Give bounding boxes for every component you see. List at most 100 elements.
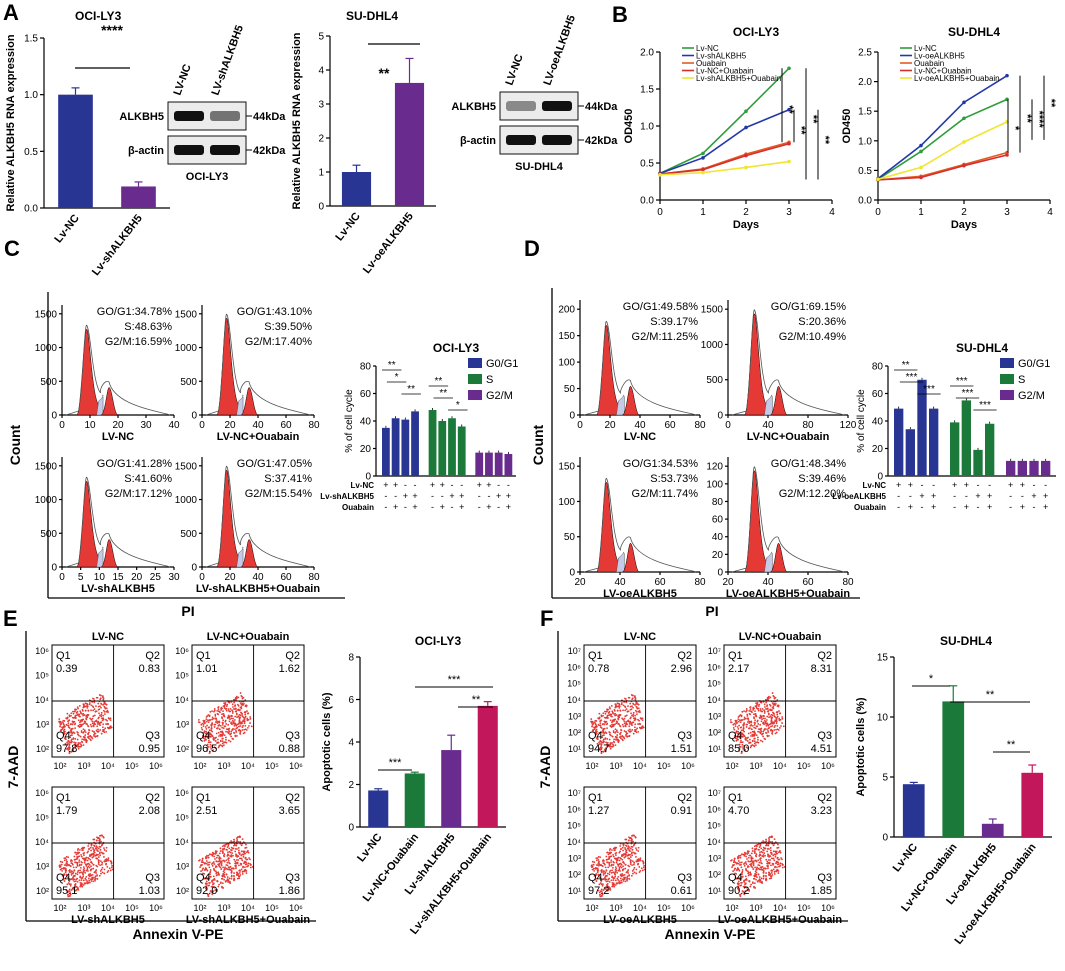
flow-dot bbox=[87, 731, 90, 734]
flow-dot bbox=[205, 880, 208, 883]
flow-dot bbox=[62, 731, 65, 734]
flow-dot bbox=[77, 733, 79, 736]
flow-dot bbox=[771, 840, 774, 843]
quadrant-value: 1.27 bbox=[588, 805, 609, 817]
flow-y-tick: 10⁴ bbox=[707, 837, 721, 847]
y-tick-label: 0 bbox=[877, 472, 883, 483]
flow-dot bbox=[76, 851, 78, 854]
flow-dot bbox=[755, 702, 758, 705]
x-tick-label: 3 bbox=[1004, 207, 1010, 218]
quadrant-value: 1.51 bbox=[671, 743, 692, 755]
flow-dot bbox=[103, 872, 106, 875]
flow-dot bbox=[89, 874, 92, 877]
flow-dot bbox=[609, 887, 611, 890]
flow-dot bbox=[600, 751, 603, 753]
flow-dot bbox=[214, 740, 217, 742]
flow-dot bbox=[79, 869, 82, 872]
flow-dot bbox=[209, 853, 211, 856]
flow-dot bbox=[610, 859, 613, 862]
flow-dot bbox=[620, 857, 622, 860]
flow-x-tick: 10⁵ bbox=[657, 761, 671, 771]
flow-dot bbox=[746, 721, 749, 723]
flow-dot bbox=[746, 889, 749, 892]
legend-label: Lv-oeALKBH5 bbox=[914, 52, 965, 61]
flow-title: LV-shALKBH5+Ouabain bbox=[186, 914, 310, 926]
flow-dot bbox=[624, 863, 627, 866]
y-tick-label: 60 bbox=[872, 389, 884, 400]
condition-sign: - bbox=[478, 491, 481, 501]
flow-dot bbox=[600, 871, 603, 874]
flow-dot bbox=[211, 716, 214, 719]
flow-dot bbox=[225, 705, 228, 707]
flow-dot bbox=[238, 725, 240, 728]
flow-dot bbox=[231, 867, 234, 870]
flow-dot bbox=[199, 859, 201, 861]
quadrant-value: 1.01 bbox=[196, 663, 217, 675]
condition-sign: - bbox=[497, 480, 500, 490]
flow-dot bbox=[748, 880, 750, 882]
flow-dot bbox=[80, 744, 83, 747]
flow-dot bbox=[746, 715, 749, 717]
flow-dot bbox=[603, 870, 605, 873]
flow-dot bbox=[67, 724, 70, 727]
flow-dot bbox=[758, 848, 760, 851]
x-tick-label: 0 bbox=[875, 207, 881, 218]
flow-dot bbox=[223, 855, 226, 858]
flow-dot bbox=[246, 865, 249, 868]
data-point bbox=[701, 170, 705, 175]
flow-dot bbox=[736, 726, 739, 728]
flow-dot bbox=[242, 704, 244, 706]
flow-dot bbox=[599, 720, 601, 723]
hist-x-tick-label: 10 bbox=[84, 420, 96, 431]
flow-dot bbox=[207, 721, 210, 723]
flow-dot bbox=[59, 860, 62, 863]
flow-dot bbox=[747, 727, 750, 730]
flow-dot bbox=[628, 696, 631, 699]
flow-dot bbox=[241, 853, 244, 856]
flow-dot bbox=[608, 861, 611, 864]
significance-label: ** bbox=[1021, 114, 1033, 123]
y-tick-label: 80 bbox=[360, 362, 372, 373]
hist-x-tick-label: 20 bbox=[112, 420, 124, 431]
flow-x-tick: 10⁵ bbox=[797, 761, 811, 771]
flow-dot bbox=[66, 743, 69, 746]
significance-label: *** bbox=[956, 376, 968, 387]
quadrant-name: Q4 bbox=[728, 730, 743, 742]
flow-dot bbox=[95, 845, 98, 848]
flow-dot bbox=[218, 883, 220, 886]
data-point bbox=[787, 107, 791, 112]
flow-y-tick: 10⁴ bbox=[707, 695, 721, 705]
flow-y-tick: 10⁴ bbox=[35, 695, 49, 705]
quadrant-value: 97.2 bbox=[588, 885, 609, 897]
flow-dot bbox=[217, 885, 220, 888]
flow-dot bbox=[625, 731, 627, 733]
condition-sign: + bbox=[931, 502, 936, 512]
g2-peak bbox=[100, 387, 119, 416]
bar bbox=[494, 452, 503, 476]
flow-dot bbox=[76, 861, 79, 864]
chart-title: OCI-LY3 bbox=[415, 634, 462, 648]
flow-dot bbox=[234, 844, 236, 847]
flow-dot bbox=[102, 730, 104, 733]
flow-dot bbox=[602, 712, 605, 715]
flow-dot bbox=[632, 851, 635, 854]
significance-label: ** bbox=[434, 376, 442, 387]
condition-sign: - bbox=[497, 502, 500, 512]
flow-dot bbox=[63, 857, 66, 859]
flow-dot bbox=[735, 731, 737, 734]
flow-dot bbox=[619, 845, 622, 847]
flow-dot bbox=[98, 723, 101, 725]
panel-letter-d: D bbox=[524, 236, 540, 261]
flow-dot bbox=[244, 847, 247, 849]
flow-dot bbox=[245, 843, 247, 846]
flow-dot bbox=[609, 733, 611, 736]
x-tick-label: 3 bbox=[786, 207, 792, 218]
hist-stat: G2/M:11.25% bbox=[632, 331, 699, 343]
flow-dot bbox=[200, 723, 203, 726]
flow-dot bbox=[755, 725, 758, 728]
flow-dot bbox=[618, 739, 620, 742]
series-line bbox=[659, 108, 790, 175]
flow-dot bbox=[766, 862, 768, 865]
